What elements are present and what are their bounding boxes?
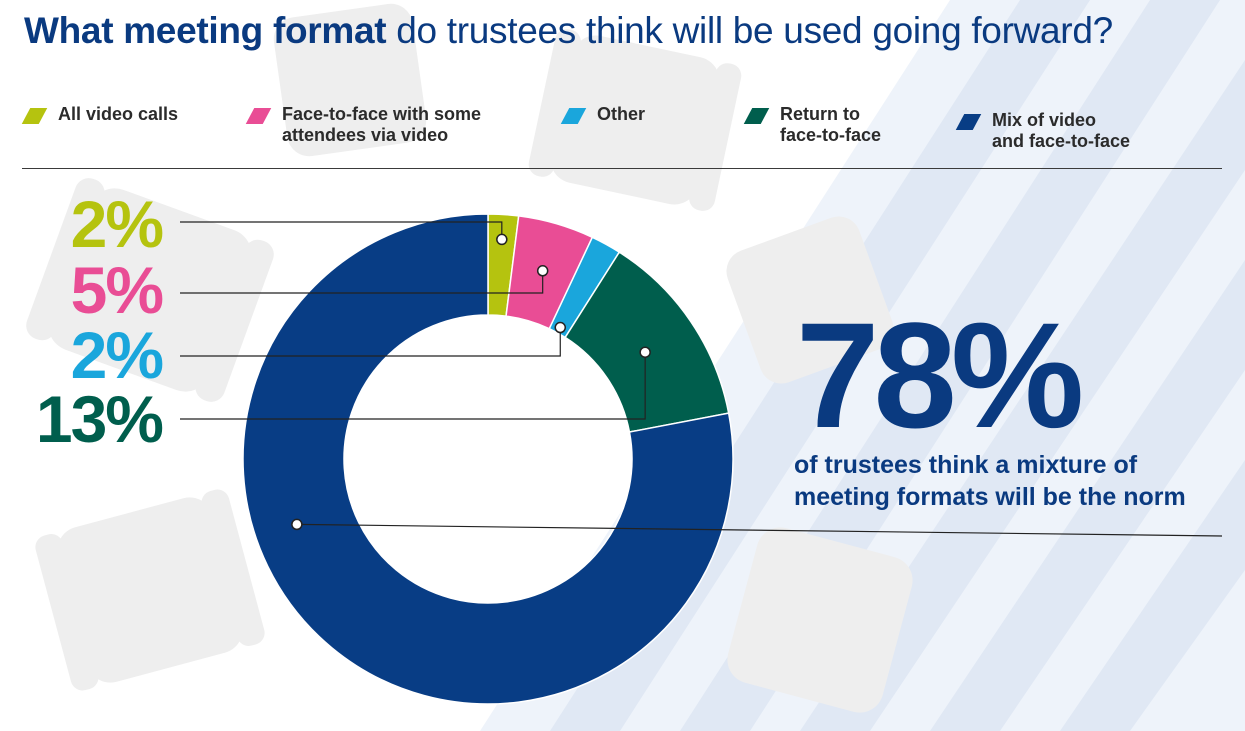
leader-line-other [180,327,561,357]
data-label-face-to-face-some-video: 5% [70,253,164,327]
slice-mix-of-video [242,213,734,705]
highlight-text: of trustees think a mixture of meeting f… [794,451,1186,511]
title-bold: What meeting format [24,10,387,51]
legend-label: Other [597,104,646,124]
title-rest: do trustees think will be used going for… [386,10,1113,51]
leader-marker [291,518,303,531]
legend-label: All video calls [58,104,179,124]
data-label-return-to-face-to-face: 13% [35,382,164,456]
data-label-all-video-calls: 2% [70,187,164,261]
legend-label: Return to face-to-face [780,104,882,145]
leader-line-mix-of-video [296,523,1223,537]
leader-marker [639,346,651,358]
chair-icons [26,3,913,713]
legend-label: Mix of video and face-to-face [992,110,1131,151]
highlight-value: 78% [796,291,1084,459]
leader-line-all-video-calls [180,221,503,240]
data-label-other: 2% [70,318,164,392]
leader-line-face-to-face-some-video [180,270,544,294]
leader-marker [554,321,567,334]
divider [22,168,1222,169]
page-title: What meeting format do trustees think wi… [24,8,1113,54]
leader-marker [496,233,508,246]
leader-line-return-to-face-to-face [180,352,646,420]
legend-label: Face-to-face with some attendees via vide… [282,104,482,145]
leader-marker [536,265,549,277]
